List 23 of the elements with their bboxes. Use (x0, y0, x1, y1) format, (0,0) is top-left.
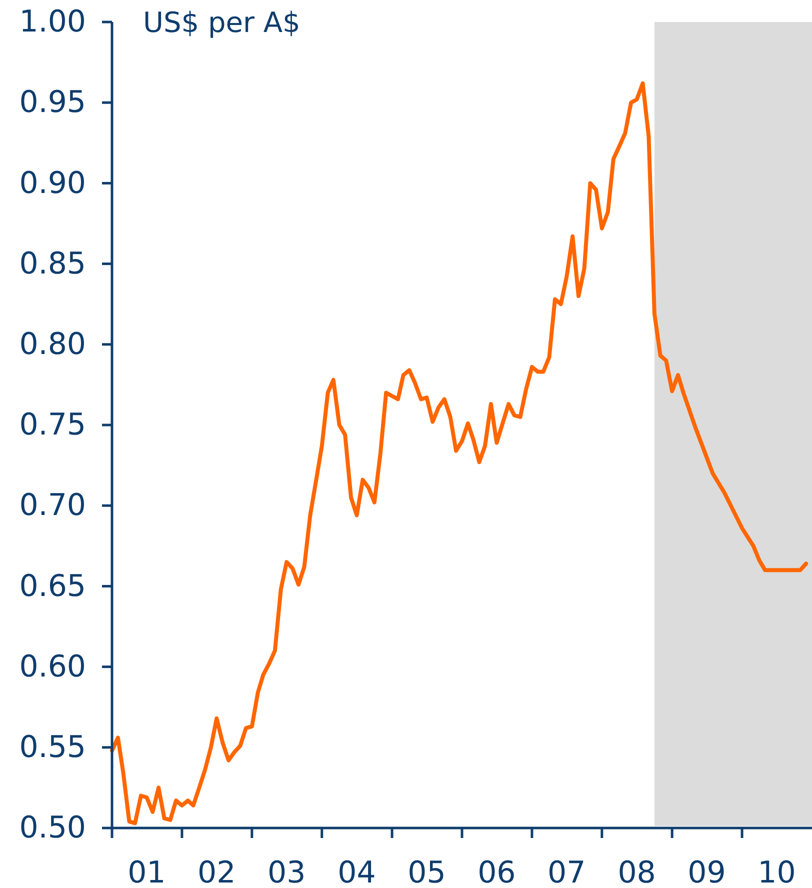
x-tick-label: 01 (128, 855, 166, 888)
x-tick-label: 05 (408, 855, 446, 888)
y-tick-label: 0.55 (19, 730, 86, 765)
x-tick-label: 10 (758, 855, 796, 888)
x-tick-label: 04 (338, 855, 376, 888)
y-tick-label: 0.70 (19, 488, 86, 524)
y-axis-title: US$ per A$ (143, 6, 300, 39)
line-series (110, 81, 808, 826)
x-tick-label: 07 (548, 855, 586, 888)
y-tick-label: 0.90 (19, 166, 86, 201)
x-tick-label: 02 (198, 855, 236, 888)
y-tick-label: 0.65 (19, 568, 86, 604)
x-tick-label: 03 (268, 855, 306, 888)
y-tick-label: 0.75 (19, 408, 86, 443)
x-tick-label: 06 (478, 855, 516, 888)
x-tick-label: 08 (618, 855, 656, 888)
y-tick-label: 0.60 (19, 649, 86, 684)
y-tick-label: 0.95 (19, 85, 86, 120)
y-tick-label: 0.85 (19, 246, 86, 282)
y-tick-label: 1.00 (19, 4, 86, 40)
x-tick-label: 09 (688, 855, 726, 888)
y-tick-label: 0.80 (19, 327, 86, 362)
y-tick-label: 0.50 (19, 810, 86, 846)
